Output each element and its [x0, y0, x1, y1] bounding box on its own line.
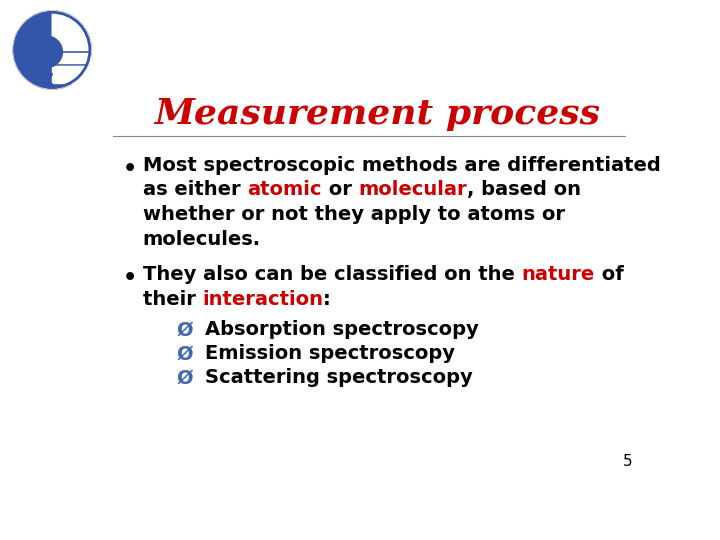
Text: whether or not they apply to atoms or: whether or not they apply to atoms or — [143, 205, 564, 224]
Text: their: their — [143, 289, 202, 309]
Text: •: • — [122, 268, 137, 288]
Bar — [53, 59, 89, 63]
Circle shape — [14, 12, 90, 87]
Text: as either: as either — [143, 180, 247, 199]
Bar — [53, 56, 90, 62]
Bar — [53, 53, 89, 57]
Bar — [53, 66, 89, 70]
Bar — [53, 66, 90, 72]
Text: atomic: atomic — [247, 180, 322, 199]
Text: They also can be classified on the: They also can be classified on the — [143, 265, 521, 284]
Text: or: or — [322, 180, 359, 199]
Text: molecular: molecular — [359, 180, 467, 199]
Text: Ø: Ø — [177, 368, 194, 387]
Text: •: • — [122, 159, 137, 179]
Text: nature: nature — [521, 265, 595, 284]
Text: molecules.: molecules. — [143, 230, 261, 248]
Text: Ø: Ø — [177, 345, 194, 363]
Circle shape — [14, 11, 91, 89]
Bar — [53, 73, 89, 77]
Circle shape — [31, 36, 63, 68]
Text: Absorption spectroscopy: Absorption spectroscopy — [204, 320, 479, 340]
Text: of: of — [595, 265, 624, 284]
Bar — [53, 46, 89, 50]
Bar — [53, 79, 89, 83]
Text: interaction: interaction — [202, 289, 323, 309]
Text: 5: 5 — [623, 454, 632, 469]
Text: Ø: Ø — [177, 320, 194, 340]
Bar — [53, 76, 90, 82]
Text: Measurement process: Measurement process — [154, 97, 600, 131]
Text: :: : — [323, 289, 331, 309]
Text: Scattering spectroscopy: Scattering spectroscopy — [204, 368, 472, 387]
Text: Emission spectroscopy: Emission spectroscopy — [204, 345, 455, 363]
Wedge shape — [53, 12, 90, 50]
Text: Most spectroscopic methods are differentiated: Most spectroscopic methods are different… — [143, 156, 660, 174]
Text: , based on: , based on — [467, 180, 581, 199]
